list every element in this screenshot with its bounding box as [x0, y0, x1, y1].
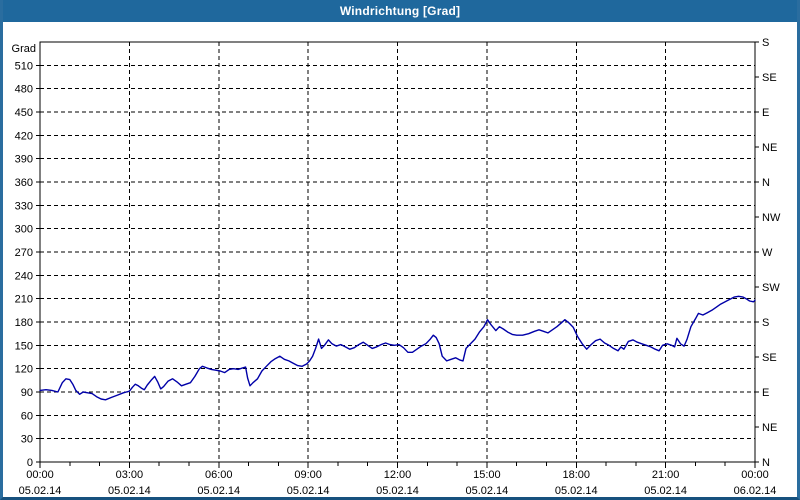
y-tick-label: 60	[21, 410, 33, 422]
y-tick-label: 510	[15, 60, 33, 72]
x-time-label: 00:00	[26, 469, 54, 481]
x-date-label: 05.02.14	[555, 485, 598, 497]
x-time-label: 21:00	[652, 469, 680, 481]
x-date-label: 05.02.14	[465, 485, 508, 497]
compass-label: W	[762, 247, 773, 259]
x-date-label: 05.02.14	[19, 485, 62, 497]
y-tick-label: 360	[15, 177, 33, 189]
y-tick-label: 270	[15, 247, 33, 259]
y-tick-label: 120	[15, 364, 33, 376]
y-tick-label: 300	[15, 224, 33, 236]
x-date-label: 05.02.14	[287, 485, 330, 497]
compass-label: E	[762, 387, 769, 399]
y-tick-label: 450	[15, 107, 33, 119]
x-time-label: 15:00	[473, 469, 501, 481]
y-tick-label: 420	[15, 130, 33, 142]
y-tick-label: 150	[15, 340, 33, 352]
compass-label: E	[762, 107, 769, 119]
y-tick-label: 90	[21, 387, 33, 399]
window-title: Windrichtung [Grad]	[339, 4, 461, 18]
x-time-label: 06:00	[205, 469, 233, 481]
x-date-label: 05.02.14	[644, 485, 687, 497]
plot-frame	[39, 41, 756, 463]
compass-label: NW	[762, 212, 781, 224]
compass-label: NE	[762, 142, 777, 154]
compass-label: N	[762, 457, 770, 469]
compass-label: SE	[762, 352, 777, 364]
x-date-label: 05.02.14	[197, 485, 240, 497]
compass-label: S	[762, 317, 769, 329]
compass-label: N	[762, 177, 770, 189]
x-date-label: 06.02.14	[734, 485, 777, 497]
wind-direction-chart: 0 30 60 90 120 150 180 210 240 270 300 330 360 390 420…	[12, 37, 781, 497]
x-time-label: 09:00	[294, 469, 322, 481]
compass-label: S	[762, 37, 769, 49]
y-tick-label: 30	[21, 434, 33, 446]
y-tick-label: 390	[15, 154, 33, 166]
y-tick-label: 330	[15, 200, 33, 212]
compass-label: SW	[762, 282, 780, 294]
title-bar: Windrichtung [Grad]	[3, 0, 797, 22]
y-tick-label: 0	[27, 457, 33, 469]
y-tick-label: 180	[15, 317, 33, 329]
x-date-label: 05.02.14	[376, 485, 419, 497]
compass-label: SE	[762, 72, 777, 84]
x-time-label: 00:00	[741, 469, 769, 481]
y-tick-label: 240	[15, 270, 33, 282]
x-time-label: 18:00	[562, 469, 590, 481]
series-line	[39, 295, 756, 401]
x-date-label: 05.02.14	[108, 485, 151, 497]
y-tick-label: 210	[15, 294, 33, 306]
x-time-label: 12:00	[384, 469, 412, 481]
y-axis-title: Grad	[12, 43, 36, 55]
y-tick-label: 480	[15, 84, 33, 96]
compass-label: NE	[762, 422, 777, 434]
x-time-label: 03:00	[116, 469, 144, 481]
